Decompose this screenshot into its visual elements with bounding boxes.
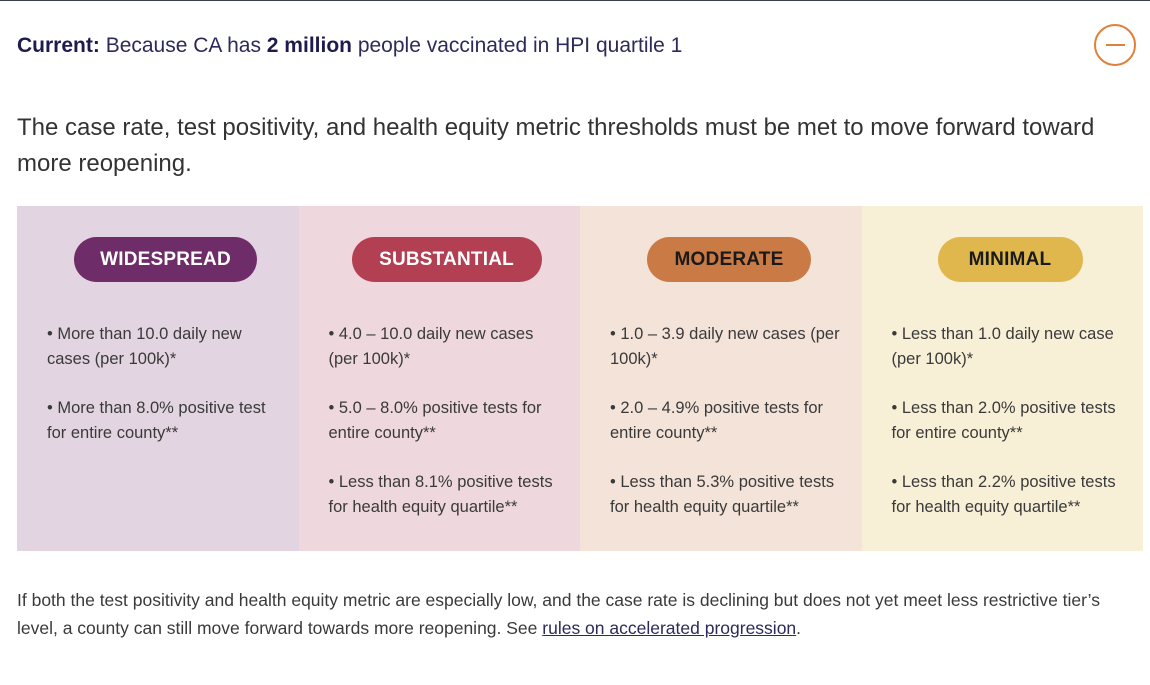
- tier-minimal: MINIMAL • Less than 1.0 daily new case (…: [861, 206, 1143, 551]
- tier-criterion: • Less than 1.0 daily new case (per 100k…: [891, 325, 1114, 368]
- tier-criterion: • 1.0 – 3.9 daily new cases (per 100k)*: [610, 325, 840, 368]
- tier-moderate: MODERATE • 1.0 – 3.9 daily new cases (pe…: [580, 206, 862, 551]
- tier-table: WIDESPREAD • More than 10.0 daily new ca…: [17, 206, 1143, 551]
- tier-substantial: SUBSTANTIAL • 4.0 – 10.0 daily new cases…: [298, 206, 580, 551]
- footer-text: If both the test positivity and health e…: [17, 590, 1100, 638]
- accelerated-progression-note: If both the test positivity and health e…: [17, 586, 1137, 642]
- tier-criterion: • 4.0 – 10.0 daily new cases (per 100k)*: [328, 325, 534, 368]
- tier-criterion: • 2.0 – 4.9% positive tests for entire c…: [610, 399, 824, 442]
- current-status-header: Current: Because CA has 2 million people…: [17, 30, 1077, 62]
- vaccinated-count: 2 million: [266, 34, 352, 57]
- tier-badge-widespread: WIDESPREAD: [74, 237, 257, 282]
- tier-criterion: • Less than 8.1% positive tests for heal…: [328, 473, 553, 516]
- tier-criterion: • Less than 5.3% positive tests for heal…: [610, 473, 835, 516]
- current-label: Current:: [17, 34, 100, 57]
- threshold-description: The case rate, test positivity, and heal…: [17, 114, 1095, 177]
- tier-badge-minimal: MINIMAL: [937, 237, 1083, 282]
- tier-criterion: • Less than 2.2% positive tests for heal…: [891, 473, 1116, 516]
- minus-circle-icon: [1106, 44, 1125, 46]
- status-text-after: people vaccinated in HPI quartile 1: [357, 34, 683, 57]
- footer-text-end: .: [796, 618, 802, 638]
- tier-criterion: • More than 8.0% positive test for entir…: [47, 399, 266, 442]
- tier-criterion: • 5.0 – 8.0% positive tests for entire c…: [328, 399, 542, 442]
- tier-criterion: • Less than 2.0% positive tests for enti…: [891, 399, 1116, 442]
- tier-widespread: WIDESPREAD • More than 10.0 daily new ca…: [17, 206, 299, 551]
- top-divider: [0, 0, 1150, 1]
- collapse-button[interactable]: [1094, 24, 1136, 66]
- tier-badge-moderate: MODERATE: [647, 237, 811, 282]
- tier-criterion: • More than 10.0 daily new cases (per 10…: [47, 325, 242, 368]
- tier-badge-substantial: SUBSTANTIAL: [351, 237, 542, 282]
- accelerated-progression-link[interactable]: rules on accelerated progression: [542, 618, 797, 638]
- status-text-before: Because CA has: [105, 34, 261, 57]
